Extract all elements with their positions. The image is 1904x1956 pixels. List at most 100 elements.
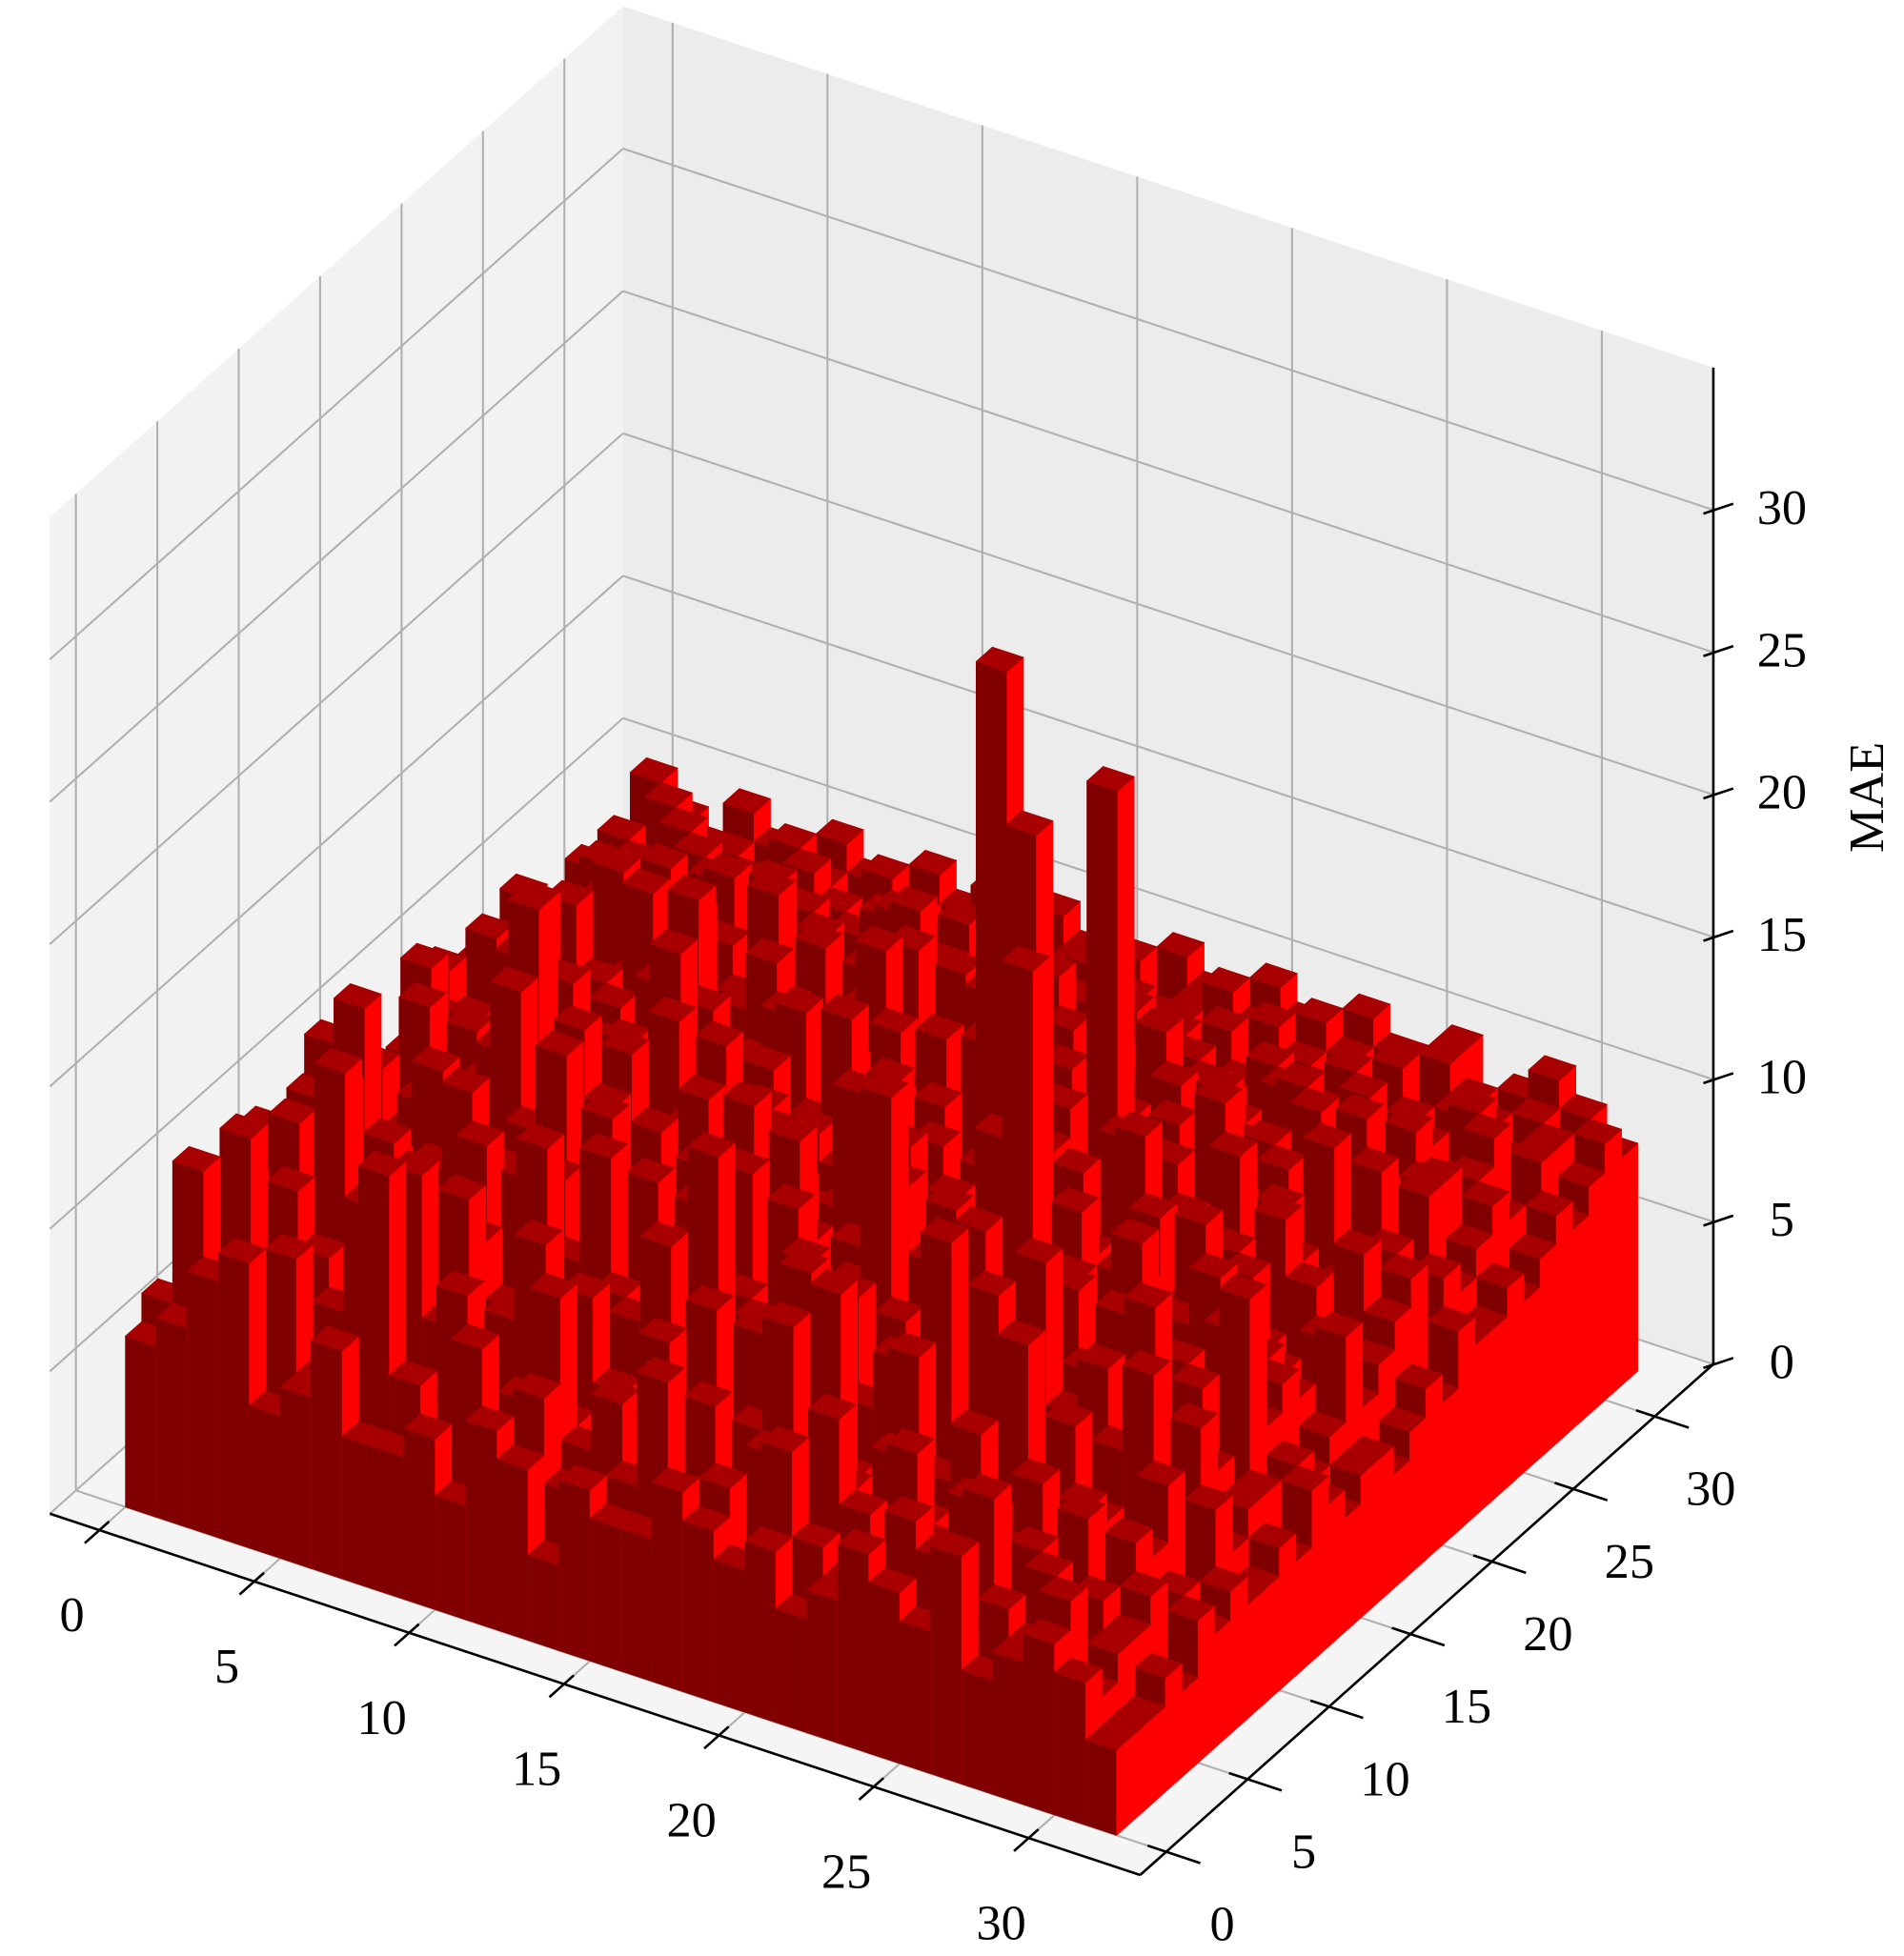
- bar-side-face: [1360, 1460, 1378, 1619]
- bar-front-face: [868, 1582, 901, 1764]
- bar-top-face: [908, 849, 958, 876]
- bar-top-face: [1411, 1252, 1462, 1279]
- bar-side-face: [1311, 1475, 1329, 1663]
- bar-side-face: [1263, 1575, 1281, 1706]
- z-tick-label: 15: [1757, 907, 1807, 962]
- bar-top-face: [644, 781, 694, 808]
- x-tick-label: 15: [512, 1742, 561, 1797]
- bar-front-face: [620, 1528, 653, 1683]
- y-tick-mark: [1228, 1771, 1283, 1792]
- bar-front-face: [713, 1559, 746, 1713]
- y-tick-mark: [1391, 1626, 1446, 1647]
- bar-top-face: [1324, 1047, 1373, 1074]
- bar-top-face: [887, 925, 937, 951]
- bar-side-face: [1181, 1676, 1199, 1779]
- bar-top-face: [1303, 1122, 1352, 1149]
- x-axis-line: [49, 1512, 1141, 1877]
- bar-top-face: [1242, 1119, 1292, 1146]
- bar-front-face: [527, 1554, 560, 1652]
- bar-top-face: [1528, 1055, 1577, 1081]
- bar-side-face: [1213, 1619, 1231, 1749]
- bar-top-face: [1509, 1137, 1559, 1163]
- bar-top-face: [1342, 993, 1391, 1019]
- bar-top-face: [574, 958, 623, 984]
- x-tick-mark: [84, 1520, 111, 1544]
- bar-front-face: [930, 1545, 962, 1785]
- bar-top-face: [888, 885, 938, 912]
- bar-front-face: [651, 1482, 684, 1693]
- bar-top-face: [597, 815, 646, 841]
- bar-top-face: [1246, 1040, 1295, 1067]
- bar-front-face: [311, 1340, 343, 1580]
- z-tick-mark: [1703, 502, 1734, 515]
- bar-top-face: [1446, 1156, 1495, 1182]
- bar-front-face: [558, 1479, 591, 1662]
- bar-front-face: [341, 1436, 375, 1590]
- bar-top-face: [658, 806, 708, 833]
- x-tick-mark: [703, 1725, 730, 1750]
- bar: [1084, 1724, 1134, 1837]
- bar-front-face: [435, 1495, 467, 1621]
- z-axis-label: MAE: [1839, 742, 1894, 853]
- bar-top-face: [1462, 1113, 1511, 1139]
- y-tick-mark: [1472, 1554, 1527, 1575]
- bar-top-face: [1427, 1305, 1476, 1332]
- bar-top-face: [673, 831, 722, 857]
- bar-top-face: [702, 853, 752, 878]
- bar-top-face: [621, 868, 671, 895]
- bar-top-face: [1511, 1098, 1561, 1124]
- bar-top-face: [1461, 1180, 1510, 1207]
- grid-line: [622, 432, 1714, 797]
- bar-side-face: [1571, 1214, 1590, 1430]
- bar-top-face: [1524, 1190, 1573, 1217]
- bar-front-face: [187, 1270, 219, 1539]
- bar-front-face: [992, 1651, 1024, 1805]
- bar-side-face: [1523, 1286, 1541, 1474]
- grid-line: [622, 148, 1714, 512]
- bar-side-face: [1605, 1128, 1622, 1401]
- x-tick-label: 25: [821, 1844, 871, 1899]
- bar-side-face: [1327, 1488, 1346, 1648]
- bar-top-face: [639, 842, 689, 869]
- z-tick-mark: [1703, 1357, 1734, 1370]
- bar-top-face: [1275, 1061, 1325, 1088]
- bar-front-face: [403, 1427, 436, 1610]
- bar-top-face: [794, 922, 843, 949]
- bar-top-face: [1557, 1161, 1607, 1187]
- bar-side-face: [1442, 1387, 1460, 1546]
- bar-side-face: [1376, 1445, 1394, 1604]
- y-tick-mark: [1146, 1844, 1201, 1865]
- bar-top-face: [782, 848, 832, 874]
- left-pane: [50, 6, 623, 1514]
- x-tick-label: 0: [59, 1587, 84, 1643]
- bar-top-face: [667, 875, 717, 901]
- y-axis-line: [1139, 1362, 1714, 1876]
- grid-line: [49, 433, 624, 945]
- bar-top-face: [861, 854, 910, 880]
- bar-top-face: [1135, 1007, 1185, 1034]
- bar-top-face: [1349, 1146, 1400, 1173]
- bar-side-face: [1392, 1459, 1410, 1590]
- x-tick-mark: [1013, 1828, 1040, 1852]
- bar-top-face: [1278, 1040, 1327, 1067]
- grid-line: [49, 575, 624, 1088]
- bar-side-face: [1426, 1373, 1443, 1561]
- bar-top-face: [1289, 1086, 1339, 1113]
- bar-front-face: [1023, 1633, 1056, 1816]
- x-tick-label: 20: [666, 1793, 716, 1848]
- bar-top-face: [1149, 1060, 1199, 1087]
- bar-top-face: [1202, 966, 1251, 993]
- bar-top-face: [722, 788, 772, 815]
- bar-side-face: [1197, 1604, 1215, 1764]
- z-tick-label: 25: [1757, 622, 1807, 677]
- bar-side-face: [1132, 1720, 1150, 1822]
- bar-side-face: [1490, 1315, 1509, 1502]
- y-tick-label: 30: [1686, 1462, 1735, 1517]
- grid-line: [49, 290, 624, 803]
- bar-top-face: [1418, 1038, 1468, 1065]
- bar-side-face: [1344, 1502, 1362, 1633]
- x-tick-label: 5: [214, 1639, 239, 1694]
- x-tick-label: 30: [977, 1895, 1026, 1950]
- bar-top-face: [1085, 766, 1135, 792]
- z-tick-mark: [1703, 787, 1734, 800]
